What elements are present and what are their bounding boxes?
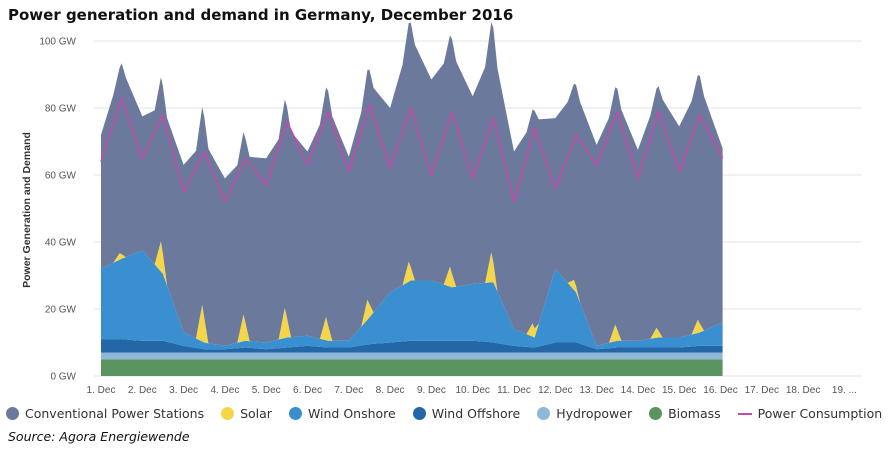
legend-item: Wind Offshore bbox=[412, 406, 521, 421]
legend-label: Wind Onshore bbox=[307, 406, 396, 421]
stacked-areas bbox=[101, 22, 723, 376]
consumption-line-layer bbox=[100, 97, 724, 203]
x-tick-label: 15. Dec bbox=[662, 385, 696, 396]
chart-title: Power generation and demand in Germany, … bbox=[8, 6, 514, 24]
x-tick-label: 1. Dec bbox=[87, 385, 116, 396]
x-tick-label: 11. Dec bbox=[497, 385, 531, 396]
source-note: Source: Agora Energiewende bbox=[8, 429, 190, 444]
line-power-consumption bbox=[100, 97, 724, 203]
x-tick-label: 13. Dec bbox=[579, 385, 613, 396]
area-wind-onshore bbox=[101, 250, 723, 350]
x-tick-label: 2. Dec bbox=[128, 385, 157, 396]
x-tick-label: 19. ... bbox=[832, 385, 857, 396]
legend-item: Wind Onshore bbox=[288, 406, 396, 421]
x-tick-labels: 1. Dec 2. Dec 3. Dec 4. Dec 5. Dec 6. Dec 7. D… bbox=[87, 385, 857, 396]
area-solar bbox=[101, 241, 723, 346]
x-tick-label: 10. Dec bbox=[455, 385, 489, 396]
area-hydropower bbox=[101, 352, 723, 360]
y-tick-labels: 0 GW 20 GW 40 GW 60 GW 80 GW 100 GW bbox=[39, 37, 76, 383]
x-tick-label: 9. Dec bbox=[417, 385, 446, 396]
x-tick-label: 14. Dec bbox=[621, 385, 655, 396]
legend-dot-swatch bbox=[221, 407, 235, 420]
x-tick-label: 16. Dec bbox=[703, 385, 737, 396]
legend-label: Hydropower bbox=[556, 406, 633, 421]
y-tick-label: 0 GW bbox=[50, 372, 76, 383]
x-tick-label: 5. Dec bbox=[252, 385, 281, 396]
legend-dot-swatch bbox=[288, 407, 302, 420]
legend-dot-swatch bbox=[649, 407, 663, 420]
y-tick-label: 20 GW bbox=[45, 305, 77, 316]
legend-label: Wind Offshore bbox=[431, 406, 521, 421]
y-tick-label: 80 GW bbox=[45, 104, 77, 115]
area-biomass bbox=[101, 359, 723, 376]
x-tick-label: 8. Dec bbox=[376, 385, 405, 396]
y-axis-label: Power Generation and Demand bbox=[21, 132, 33, 288]
legend-label: Biomass bbox=[668, 406, 721, 421]
legend-label: Conventional Power Stations bbox=[25, 406, 205, 421]
legend-line-swatch bbox=[737, 412, 752, 415]
legend-dot-swatch bbox=[412, 407, 426, 420]
legend: Conventional Power Stations Solar Wind Ons… bbox=[6, 406, 882, 421]
y-tick-label: 40 GW bbox=[45, 238, 77, 249]
legend-dot-swatch bbox=[6, 407, 19, 420]
y-tick-label: 60 GW bbox=[45, 171, 77, 182]
x-tick-label: 3. Dec bbox=[169, 385, 198, 396]
chart-area: 0 GW 20 GW 40 GW 60 GW 80 GW 100 GW 1. Dec 2. … bbox=[21, 22, 862, 396]
x-tick-label: 7. Dec bbox=[334, 385, 363, 396]
legend-label: Solar bbox=[240, 406, 272, 421]
legend-dot-swatch bbox=[537, 407, 551, 420]
x-tick-label: 17. Dec bbox=[745, 385, 779, 396]
legend-item: Biomass bbox=[649, 406, 721, 421]
legend-item: Hydropower bbox=[537, 406, 632, 421]
x-tick-label: 18. Dec bbox=[786, 385, 820, 396]
legend-item: Conventional Power Stations bbox=[6, 406, 204, 421]
y-tick-label: 100 GW bbox=[39, 37, 76, 48]
x-tick-label: 12. Dec bbox=[538, 385, 572, 396]
area-conventional-power-stations bbox=[101, 22, 723, 346]
legend-item: Power Consumption bbox=[737, 406, 883, 421]
area-wind-offshore bbox=[101, 339, 723, 353]
legend-label: Power Consumption bbox=[757, 406, 883, 421]
legend-item: Solar bbox=[221, 406, 272, 421]
x-tick-label: 4. Dec bbox=[210, 385, 239, 396]
x-tick-label: 6. Dec bbox=[293, 385, 322, 396]
